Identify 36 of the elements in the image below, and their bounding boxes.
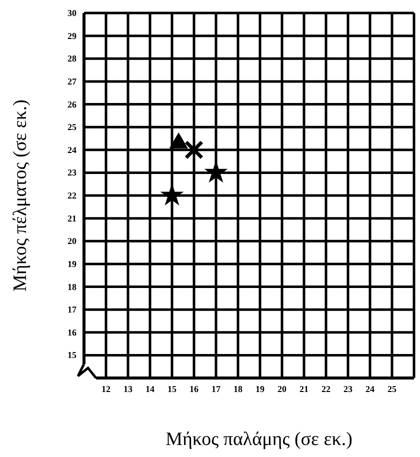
y-tick-label: 20 xyxy=(68,236,77,246)
x-tick-label: 19 xyxy=(256,384,265,394)
x-tick-label: 20 xyxy=(278,384,287,394)
y-tick-label: 23 xyxy=(68,168,77,178)
x-tick-label: 16 xyxy=(190,384,199,394)
y-tick-label: 21 xyxy=(68,213,77,224)
y-tick-label: 26 xyxy=(68,99,77,110)
x-axis-title: Μήκος παλάμης (σε εκ.) xyxy=(166,429,352,450)
x-tick-label: 15 xyxy=(168,384,177,394)
y-tick-label: 15 xyxy=(68,350,77,360)
point xyxy=(162,184,182,204)
x-tick-label: 13 xyxy=(124,384,133,394)
y-tick-label: 17 xyxy=(68,304,77,315)
x-tick-label: 23 xyxy=(344,384,353,394)
y-tick-label: 22 xyxy=(68,190,77,200)
y-tick-label: 29 xyxy=(68,30,77,41)
y-tick-label: 18 xyxy=(68,282,77,292)
x-tick-label: 22 xyxy=(322,384,331,394)
x-tick-label: 18 xyxy=(234,384,243,394)
point xyxy=(184,140,204,160)
y-tick-label: 24 xyxy=(68,144,77,155)
y-tick-label: 19 xyxy=(68,258,77,269)
x-tick-label: 17 xyxy=(212,384,221,394)
y-tick-label: 16 xyxy=(68,327,77,338)
x-tick-label: 12 xyxy=(102,384,111,394)
y-tick-label: 30 xyxy=(68,8,77,18)
y-tick-label: 28 xyxy=(68,54,77,64)
y-axis-title: Μήκος πέλματος (σε εκ.) xyxy=(10,99,31,292)
point xyxy=(206,162,226,182)
x-tick-label: 24 xyxy=(366,384,375,394)
y-tick-label: 27 xyxy=(68,76,77,86)
x-tick-label: 14 xyxy=(146,384,155,394)
x-tick-label: 25 xyxy=(388,384,397,394)
point xyxy=(170,133,188,148)
x-tick-label: 21 xyxy=(300,384,309,394)
y-tick-label: 25 xyxy=(68,122,77,132)
